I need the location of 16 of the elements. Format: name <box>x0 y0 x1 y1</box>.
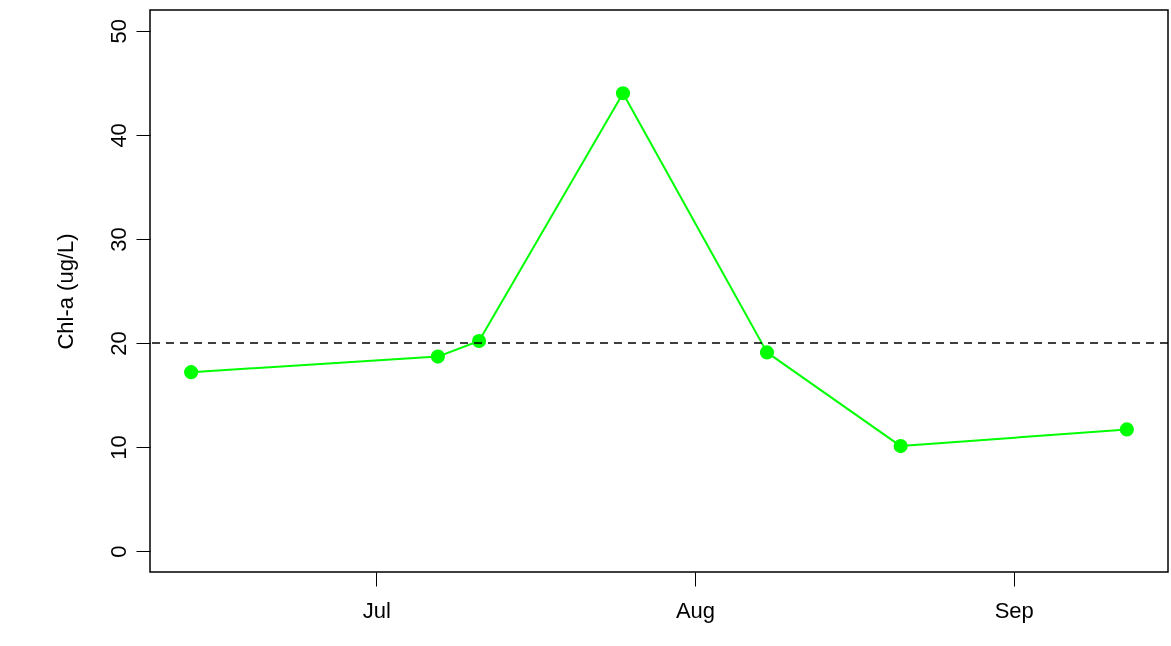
y-tick-label: 20 <box>105 331 131 356</box>
point <box>1119 422 1134 437</box>
y-tick-label: 40 <box>105 123 131 148</box>
point <box>615 86 631 101</box>
point <box>430 349 445 364</box>
y-tick-label: 10 <box>105 435 131 460</box>
x-tick-label: Sep <box>994 597 1034 623</box>
x-tick-label: Jul <box>362 597 391 623</box>
point <box>184 365 199 380</box>
y-axis-title: Chl-a (ug/L) <box>52 233 78 350</box>
y-tick-label: 30 <box>105 227 131 252</box>
point <box>893 439 908 454</box>
x-tick-label: Aug <box>675 597 716 623</box>
y-tick-label: 50 <box>105 19 131 44</box>
point <box>759 345 775 360</box>
y-tick-label: 0 <box>105 545 131 558</box>
